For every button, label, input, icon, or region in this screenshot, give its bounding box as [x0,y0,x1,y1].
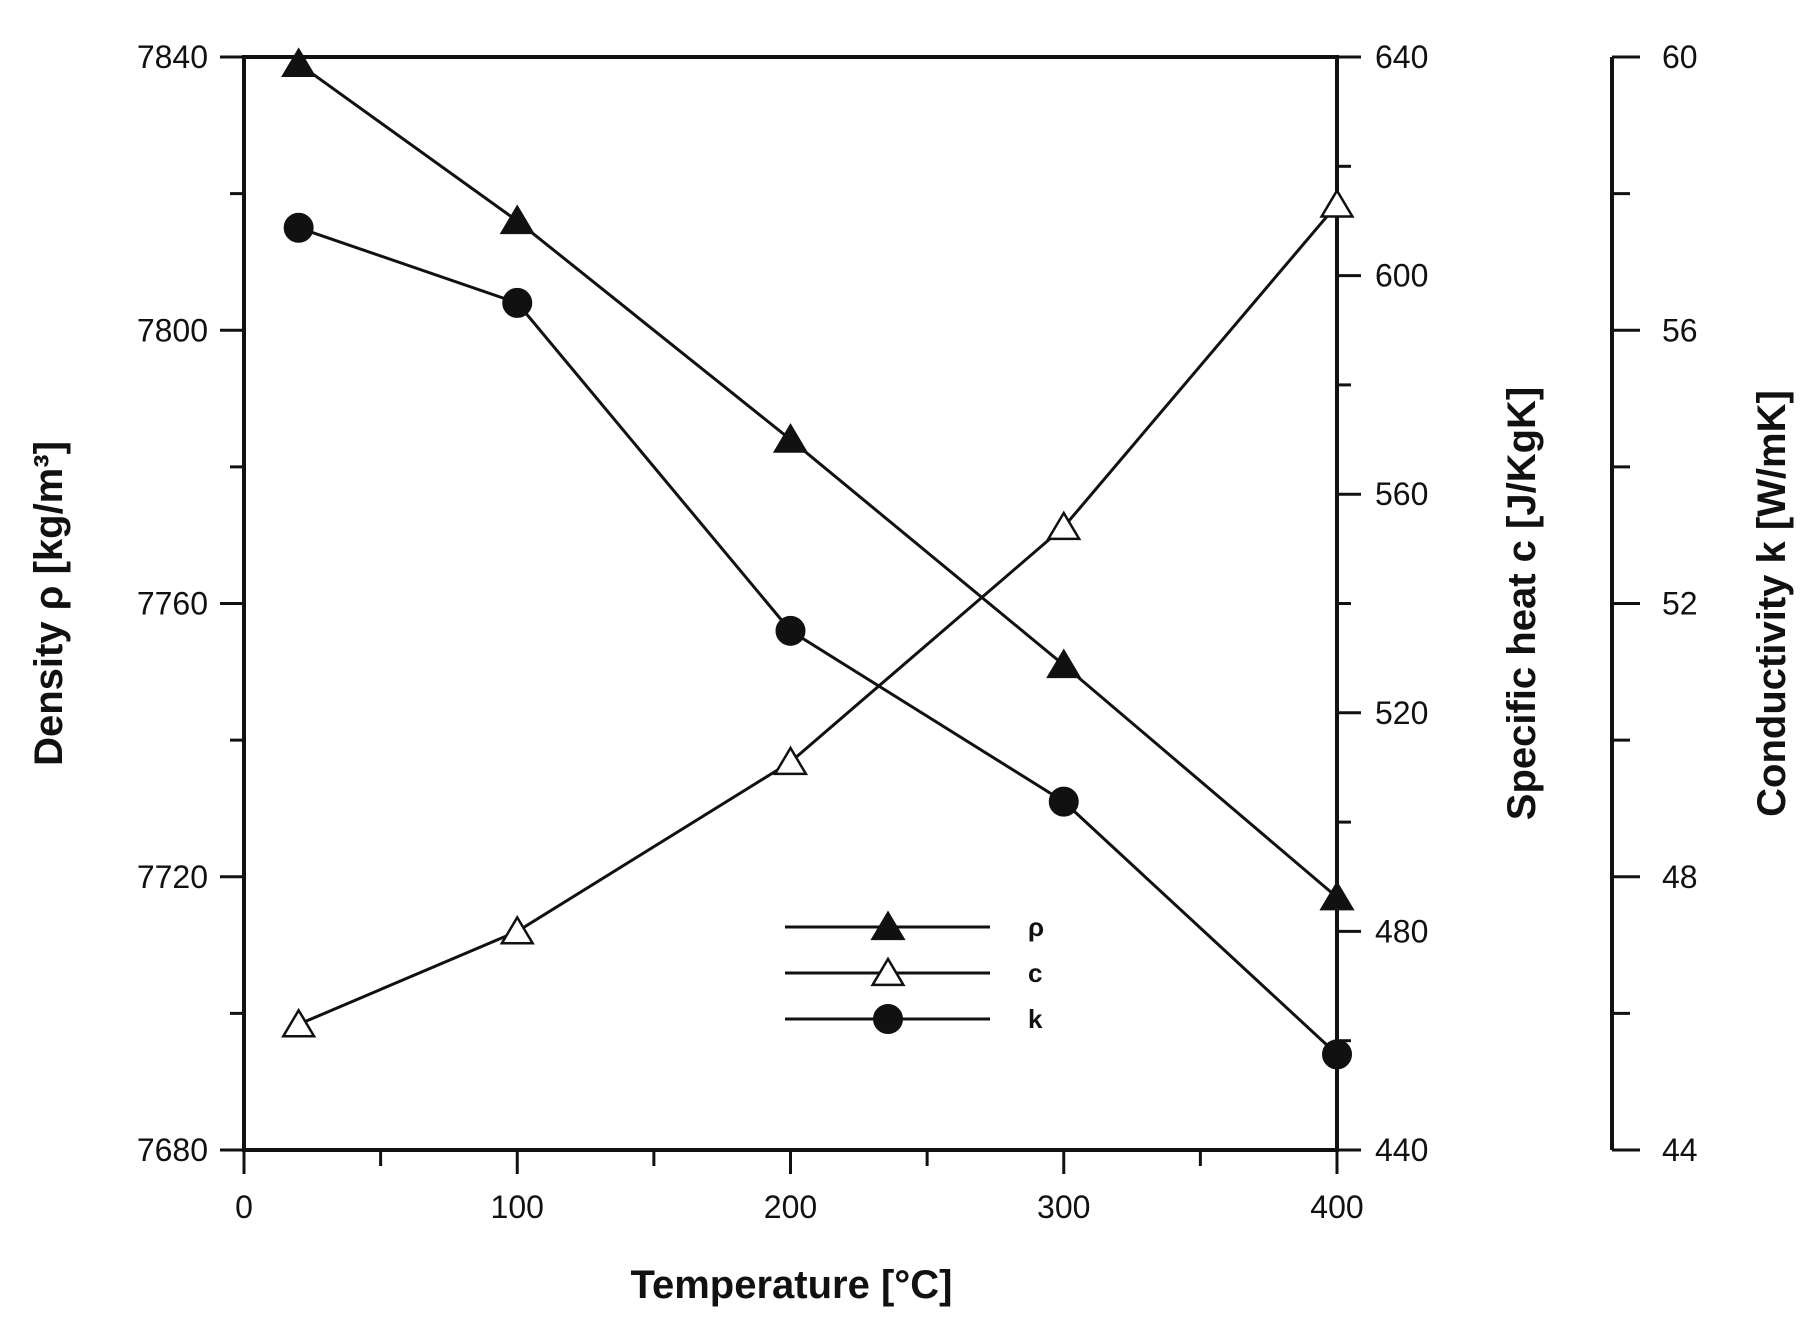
conductivity-point [502,287,533,318]
specific-heat-point [499,914,535,945]
specific-heat-axis-title: Specific heat c [J/KgK] [1500,387,1544,820]
specific-heat-point [772,745,809,776]
legend: ρck [785,910,1044,1034]
density-point [1319,880,1355,911]
density-tick-label: 7720 [137,859,208,895]
specific-heat-point [1319,188,1355,218]
conductivity-point [283,212,314,243]
legend-density-label: ρ [1028,912,1044,942]
density-point [1046,648,1082,679]
density-tick-label: 7800 [137,312,208,348]
x-axis-title: Temperature [°C] [631,1263,953,1307]
specific-heat-point [281,1007,317,1038]
density-point [499,204,535,235]
conductivity-tick-label: 60 [1662,39,1698,75]
specific-heat-tick-label: 600 [1375,258,1428,294]
legend-conductivity-label: k [1028,1004,1043,1034]
specific-heat-tick-label: 640 [1375,39,1428,75]
series-layer [281,47,1355,1070]
conductivity-tick-label: 56 [1662,312,1698,348]
conductivity-point [1322,1039,1352,1070]
legend-density-marker [870,910,906,941]
x-tick-label: 100 [491,1189,544,1225]
specific-heat-series-line [298,203,1339,1026]
conductivity-axis-title: Conductivity k [W/mK] [1750,390,1794,817]
conductivity-tick-label: 44 [1662,1132,1698,1168]
conductivity-point [1048,786,1079,817]
x-tick-label: 0 [235,1189,253,1225]
density-tick-label: 7840 [137,39,208,75]
conductivity-tick-label: 52 [1662,586,1698,622]
density-tick-label: 7760 [137,586,208,622]
x-tick-label: 200 [764,1189,817,1225]
legend-specific-heat-marker [870,956,906,987]
specific-heat-tick-label: 480 [1375,913,1428,949]
density-point [281,47,317,77]
specific-heat-tick-label: 440 [1375,1132,1428,1168]
conductivity-series-line [298,226,1339,1056]
x-tick-label: 300 [1037,1189,1090,1225]
density-tick-label: 7680 [137,1132,208,1168]
specific-heat-point [1046,510,1082,541]
conductivity-point [775,615,806,646]
legend-specific-heat-label: c [1028,958,1042,988]
density-axis-title: Density ρ [kg/m³] [27,441,71,766]
x-tick-label: 400 [1310,1189,1363,1225]
axes-layer: 0 100 200 300 400 7680 7720 7760 7800 7840 440 480 5… [27,39,1794,1307]
density-series-line [297,62,1338,899]
conductivity-tick-label: 48 [1662,859,1698,895]
density-point [772,423,809,453]
plot-frame [242,55,1339,1152]
legend-conductivity-marker [873,1004,903,1034]
specific-heat-tick-label: 520 [1375,695,1428,731]
specific-heat-tick-label: 560 [1375,476,1428,512]
